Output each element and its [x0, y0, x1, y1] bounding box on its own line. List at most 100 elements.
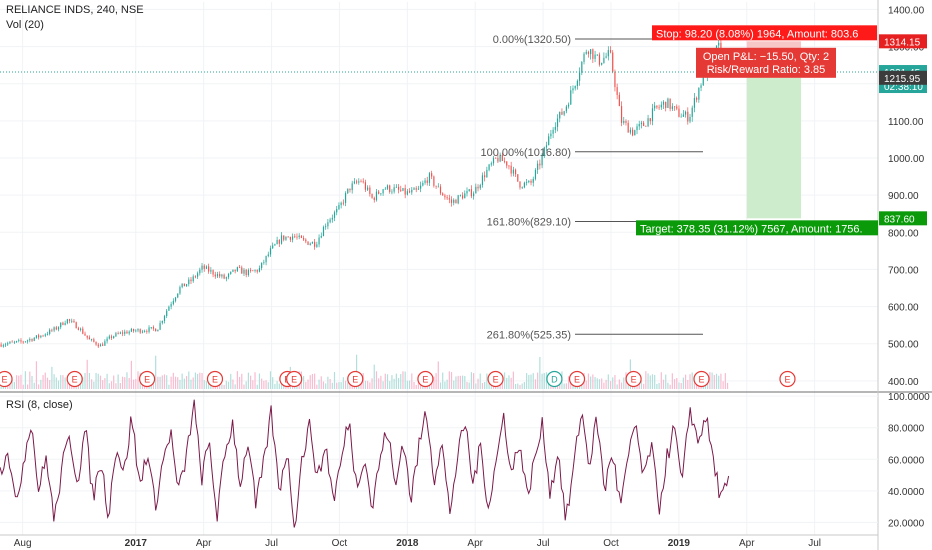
volume-bar	[205, 381, 208, 389]
volume-bar	[247, 372, 250, 389]
volume-bar	[168, 384, 170, 389]
candle-body	[130, 329, 132, 332]
candle-body	[620, 106, 623, 123]
candle-body	[223, 274, 225, 279]
earnings-marker-icon	[206, 370, 224, 388]
earnings-marker-label: E	[291, 375, 297, 385]
candle-body	[682, 114, 684, 117]
volume-bar	[234, 384, 236, 389]
candle-body	[400, 189, 402, 191]
volume-bar	[13, 381, 15, 389]
volume-bar	[49, 380, 51, 389]
candle-body	[320, 236, 322, 238]
candle-body	[371, 194, 373, 198]
candle-body	[422, 182, 424, 186]
volume-bar	[678, 382, 680, 389]
volume-bar	[603, 382, 605, 389]
earnings-marker-icon	[546, 370, 563, 388]
candle-body	[300, 235, 302, 238]
volume-bar	[86, 359, 88, 389]
candle-body	[570, 90, 572, 105]
candle-body	[671, 106, 673, 109]
candle-body	[548, 136, 550, 146]
candle-body	[342, 202, 344, 204]
candle-body	[166, 310, 168, 317]
volume-bar	[44, 372, 46, 389]
candle-body	[49, 329, 51, 334]
volume-bar	[232, 379, 234, 389]
volume-bar	[455, 376, 457, 389]
volume-bar	[693, 378, 696, 389]
volume-bar	[22, 384, 24, 389]
candle-body	[278, 239, 280, 244]
risk-reward-label: Risk/Reward Ratio: 3.85	[707, 64, 826, 76]
volume-bar	[676, 378, 678, 389]
volume-bar	[404, 371, 406, 389]
candle-body	[431, 173, 433, 177]
volume-bar	[62, 375, 64, 389]
price-tick-label: 1100.00	[888, 117, 924, 128]
volume-bar	[620, 382, 623, 389]
volume-bar	[442, 372, 444, 389]
volume-bar	[64, 377, 66, 389]
candle-body	[214, 274, 216, 277]
earnings-marker-label: E	[212, 375, 218, 385]
earnings-marker-icon	[417, 370, 434, 388]
volume-bar	[104, 378, 106, 389]
volume-bar	[384, 373, 386, 389]
candle-body	[183, 283, 185, 287]
candle-body	[698, 87, 700, 100]
candle-body	[132, 329, 135, 332]
candle-body	[651, 108, 654, 122]
candle-body	[523, 182, 526, 188]
candle-body	[245, 269, 247, 275]
time-axis[interactable]: Aug 2017 Apr Jul Oct 2018 Apr Jul Oct 2019 Apr Jul	[14, 538, 821, 549]
candle-body	[561, 111, 563, 115]
volume-bar	[15, 375, 18, 389]
candle-body	[375, 191, 378, 201]
candle-body	[676, 106, 678, 109]
candle-body	[51, 329, 53, 331]
candle-body	[42, 335, 44, 337]
volume-bar	[530, 374, 532, 389]
candle-body	[702, 74, 704, 86]
price-axis[interactable]: 400.00 500.00 600.00 700.00 800.00 900.00 1000…	[879, 5, 927, 388]
target-label: Target: 378.35 (31.12%) 7567, Amount: 17…	[640, 223, 863, 235]
candle-body	[117, 333, 119, 334]
pnl-label: Open P&L: −15.50, Qty: 2	[703, 51, 829, 63]
price-tick-label: 1000.00	[888, 154, 925, 165]
volume-bar	[331, 382, 333, 389]
candle-body	[269, 248, 272, 255]
candle-body	[455, 199, 457, 204]
candle-body	[530, 180, 532, 183]
volume-bar	[402, 371, 404, 389]
fibonacci-extension[interactable]: 0.00%(1320.50) 100.00%(1016.80) 161.80%(82…	[480, 34, 703, 341]
volume-bar	[718, 375, 720, 389]
volume-bar	[254, 372, 256, 389]
volume-bar	[119, 382, 121, 389]
candle-body	[616, 87, 618, 95]
volume-bar	[27, 384, 29, 389]
candle-body	[360, 181, 362, 183]
volume-bar	[616, 384, 618, 389]
volume-bar	[475, 383, 477, 389]
volume-bar	[598, 379, 601, 389]
candle-body	[256, 270, 258, 272]
earnings-marker-label: E	[72, 375, 78, 385]
candle-body	[479, 184, 481, 189]
candle-body	[57, 327, 60, 330]
volume-bar	[344, 380, 347, 389]
target-label-bg	[636, 220, 878, 236]
earnings-marker-icon	[568, 370, 586, 388]
volume-bar	[590, 376, 592, 389]
candle-body	[514, 169, 517, 175]
candle-body	[534, 169, 537, 179]
volume-bar	[711, 372, 713, 389]
position-labels: Stop: 98.20 (8.08%) 1964, Amount: 803.6 O…	[636, 25, 878, 236]
candle-body	[197, 273, 199, 277]
candle-body	[179, 287, 181, 294]
candle-body	[638, 123, 640, 127]
candle-body	[73, 320, 75, 323]
candle-body	[4, 344, 7, 346]
